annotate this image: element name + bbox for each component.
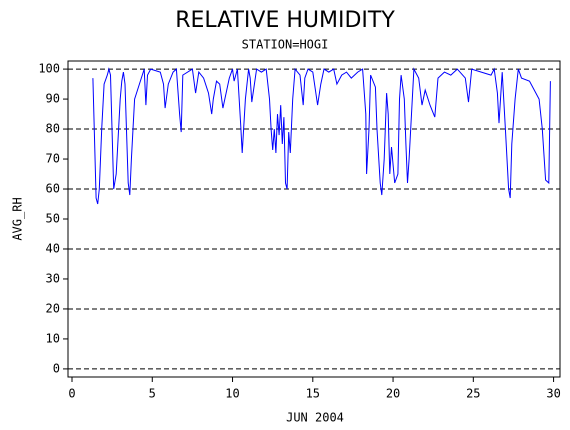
- y-tick-label: 50: [46, 212, 60, 226]
- y-tick-label: 70: [46, 152, 60, 166]
- y-tick-label: 90: [46, 92, 60, 106]
- y-tick-label: 10: [46, 331, 60, 345]
- y-tick-label: 40: [46, 241, 60, 255]
- x-tick-label: 20: [386, 387, 400, 401]
- y-tick-label: 30: [46, 271, 60, 285]
- x-tick-label: 25: [466, 387, 480, 401]
- x-tick-label: 10: [225, 387, 239, 401]
- chart-subtitle: STATION=HOGI: [242, 38, 329, 52]
- y-tick-label: 20: [46, 301, 60, 315]
- x-tick-label: 5: [149, 387, 156, 401]
- y-tick-label: 0: [53, 361, 60, 375]
- y-tick-label: 80: [46, 122, 60, 136]
- x-tick-label: 15: [306, 387, 320, 401]
- y-tick-label: 100: [38, 62, 60, 76]
- x-tick-label: 30: [546, 387, 560, 401]
- plot-frame: [67, 60, 561, 378]
- y-axis-label: AVG_RH: [11, 197, 25, 240]
- x-tick-label: 0: [68, 387, 75, 401]
- y-tick-label: 60: [46, 182, 60, 196]
- data-line: [92, 67, 551, 205]
- x-axis-label: JUN 2004: [286, 411, 344, 425]
- chart-title: RELATIVE HUMIDITY: [175, 8, 395, 33]
